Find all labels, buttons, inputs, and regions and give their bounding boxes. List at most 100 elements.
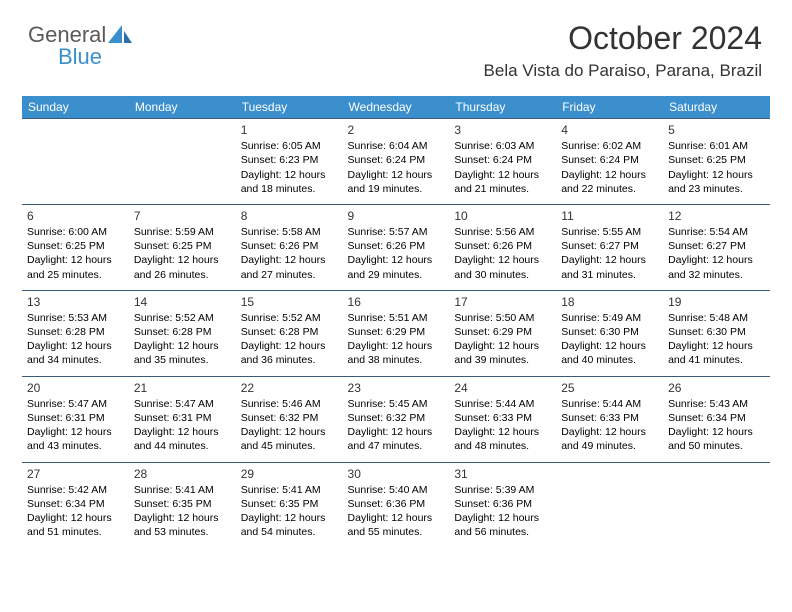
day-number: 3 xyxy=(454,122,551,138)
sunrise-line: Sunrise: 5:48 AM xyxy=(668,311,765,325)
daylight-line: Daylight: 12 hours and 27 minutes. xyxy=(241,253,338,281)
sunrise-line: Sunrise: 5:41 AM xyxy=(241,483,338,497)
day-number: 15 xyxy=(241,294,338,310)
sunset-line: Sunset: 6:30 PM xyxy=(668,325,765,339)
day-number: 12 xyxy=(668,208,765,224)
day-header: Tuesday xyxy=(236,96,343,119)
sunset-line: Sunset: 6:31 PM xyxy=(134,411,231,425)
calendar-cell: 14Sunrise: 5:52 AMSunset: 6:28 PMDayligh… xyxy=(129,290,236,376)
sunset-line: Sunset: 6:25 PM xyxy=(668,153,765,167)
sunrise-line: Sunrise: 5:41 AM xyxy=(134,483,231,497)
sunset-line: Sunset: 6:27 PM xyxy=(561,239,658,253)
calendar-cell: 16Sunrise: 5:51 AMSunset: 6:29 PMDayligh… xyxy=(343,290,450,376)
daylight-line: Daylight: 12 hours and 21 minutes. xyxy=(454,168,551,196)
calendar-row: 13Sunrise: 5:53 AMSunset: 6:28 PMDayligh… xyxy=(22,290,770,376)
daylight-line: Daylight: 12 hours and 51 minutes. xyxy=(27,511,124,539)
sunrise-line: Sunrise: 6:05 AM xyxy=(241,139,338,153)
day-header-row: Sunday Monday Tuesday Wednesday Thursday… xyxy=(22,96,770,119)
daylight-line: Daylight: 12 hours and 50 minutes. xyxy=(668,425,765,453)
sunset-line: Sunset: 6:34 PM xyxy=(668,411,765,425)
sunrise-line: Sunrise: 5:52 AM xyxy=(134,311,231,325)
day-number: 19 xyxy=(668,294,765,310)
logo-text-blue: Blue xyxy=(58,44,102,70)
day-number: 20 xyxy=(27,380,124,396)
calendar-cell: 20Sunrise: 5:47 AMSunset: 6:31 PMDayligh… xyxy=(22,376,129,462)
sunrise-line: Sunrise: 5:58 AM xyxy=(241,225,338,239)
sunset-line: Sunset: 6:28 PM xyxy=(241,325,338,339)
daylight-line: Daylight: 12 hours and 26 minutes. xyxy=(134,253,231,281)
sunrise-line: Sunrise: 5:52 AM xyxy=(241,311,338,325)
daylight-line: Daylight: 12 hours and 29 minutes. xyxy=(348,253,445,281)
calendar-cell xyxy=(129,119,236,205)
calendar-row: 1Sunrise: 6:05 AMSunset: 6:23 PMDaylight… xyxy=(22,119,770,205)
calendar-cell: 21Sunrise: 5:47 AMSunset: 6:31 PMDayligh… xyxy=(129,376,236,462)
header-right: October 2024 Bela Vista do Paraiso, Para… xyxy=(484,20,762,81)
day-number: 21 xyxy=(134,380,231,396)
sunrise-line: Sunrise: 5:59 AM xyxy=(134,225,231,239)
calendar-cell: 24Sunrise: 5:44 AMSunset: 6:33 PMDayligh… xyxy=(449,376,556,462)
calendar-cell: 5Sunrise: 6:01 AMSunset: 6:25 PMDaylight… xyxy=(663,119,770,205)
calendar-cell: 22Sunrise: 5:46 AMSunset: 6:32 PMDayligh… xyxy=(236,376,343,462)
daylight-line: Daylight: 12 hours and 35 minutes. xyxy=(134,339,231,367)
day-number: 5 xyxy=(668,122,765,138)
page-title: October 2024 xyxy=(484,20,762,57)
sunset-line: Sunset: 6:32 PM xyxy=(241,411,338,425)
sunrise-line: Sunrise: 5:44 AM xyxy=(561,397,658,411)
sunrise-line: Sunrise: 5:40 AM xyxy=(348,483,445,497)
day-number: 6 xyxy=(27,208,124,224)
day-header: Friday xyxy=(556,96,663,119)
sunset-line: Sunset: 6:26 PM xyxy=(454,239,551,253)
calendar-cell: 29Sunrise: 5:41 AMSunset: 6:35 PMDayligh… xyxy=(236,462,343,547)
day-number: 24 xyxy=(454,380,551,396)
day-number: 28 xyxy=(134,466,231,482)
calendar-row: 6Sunrise: 6:00 AMSunset: 6:25 PMDaylight… xyxy=(22,204,770,290)
daylight-line: Daylight: 12 hours and 48 minutes. xyxy=(454,425,551,453)
sunset-line: Sunset: 6:36 PM xyxy=(454,497,551,511)
daylight-line: Daylight: 12 hours and 36 minutes. xyxy=(241,339,338,367)
sunset-line: Sunset: 6:35 PM xyxy=(241,497,338,511)
sunrise-line: Sunrise: 5:42 AM xyxy=(27,483,124,497)
calendar-cell: 11Sunrise: 5:55 AMSunset: 6:27 PMDayligh… xyxy=(556,204,663,290)
daylight-line: Daylight: 12 hours and 38 minutes. xyxy=(348,339,445,367)
daylight-line: Daylight: 12 hours and 55 minutes. xyxy=(348,511,445,539)
sunset-line: Sunset: 6:25 PM xyxy=(134,239,231,253)
sunset-line: Sunset: 6:26 PM xyxy=(348,239,445,253)
calendar-body: 1Sunrise: 6:05 AMSunset: 6:23 PMDaylight… xyxy=(22,119,770,548)
sunrise-line: Sunrise: 5:47 AM xyxy=(134,397,231,411)
day-number: 25 xyxy=(561,380,658,396)
day-number: 11 xyxy=(561,208,658,224)
daylight-line: Daylight: 12 hours and 34 minutes. xyxy=(27,339,124,367)
daylight-line: Daylight: 12 hours and 30 minutes. xyxy=(454,253,551,281)
sunrise-line: Sunrise: 5:55 AM xyxy=(561,225,658,239)
calendar-cell: 30Sunrise: 5:40 AMSunset: 6:36 PMDayligh… xyxy=(343,462,450,547)
calendar-cell: 26Sunrise: 5:43 AMSunset: 6:34 PMDayligh… xyxy=(663,376,770,462)
sunrise-line: Sunrise: 5:54 AM xyxy=(668,225,765,239)
sunset-line: Sunset: 6:28 PM xyxy=(27,325,124,339)
sunset-line: Sunset: 6:27 PM xyxy=(668,239,765,253)
calendar-row: 20Sunrise: 5:47 AMSunset: 6:31 PMDayligh… xyxy=(22,376,770,462)
daylight-line: Daylight: 12 hours and 40 minutes. xyxy=(561,339,658,367)
calendar-cell: 1Sunrise: 6:05 AMSunset: 6:23 PMDaylight… xyxy=(236,119,343,205)
sunset-line: Sunset: 6:32 PM xyxy=(348,411,445,425)
sunset-line: Sunset: 6:24 PM xyxy=(561,153,658,167)
calendar-cell: 15Sunrise: 5:52 AMSunset: 6:28 PMDayligh… xyxy=(236,290,343,376)
daylight-line: Daylight: 12 hours and 41 minutes. xyxy=(668,339,765,367)
day-number: 30 xyxy=(348,466,445,482)
daylight-line: Daylight: 12 hours and 56 minutes. xyxy=(454,511,551,539)
daylight-line: Daylight: 12 hours and 23 minutes. xyxy=(668,168,765,196)
sunrise-line: Sunrise: 5:44 AM xyxy=(454,397,551,411)
sunrise-line: Sunrise: 6:00 AM xyxy=(27,225,124,239)
sunrise-line: Sunrise: 5:47 AM xyxy=(27,397,124,411)
day-number: 4 xyxy=(561,122,658,138)
sunrise-line: Sunrise: 5:53 AM xyxy=(27,311,124,325)
calendar-cell: 7Sunrise: 5:59 AMSunset: 6:25 PMDaylight… xyxy=(129,204,236,290)
sunset-line: Sunset: 6:33 PM xyxy=(454,411,551,425)
sunrise-line: Sunrise: 5:57 AM xyxy=(348,225,445,239)
sunset-line: Sunset: 6:24 PM xyxy=(454,153,551,167)
calendar-cell: 8Sunrise: 5:58 AMSunset: 6:26 PMDaylight… xyxy=(236,204,343,290)
daylight-line: Daylight: 12 hours and 31 minutes. xyxy=(561,253,658,281)
calendar-table: Sunday Monday Tuesday Wednesday Thursday… xyxy=(22,96,770,547)
day-header: Wednesday xyxy=(343,96,450,119)
daylight-line: Daylight: 12 hours and 47 minutes. xyxy=(348,425,445,453)
sunset-line: Sunset: 6:35 PM xyxy=(134,497,231,511)
